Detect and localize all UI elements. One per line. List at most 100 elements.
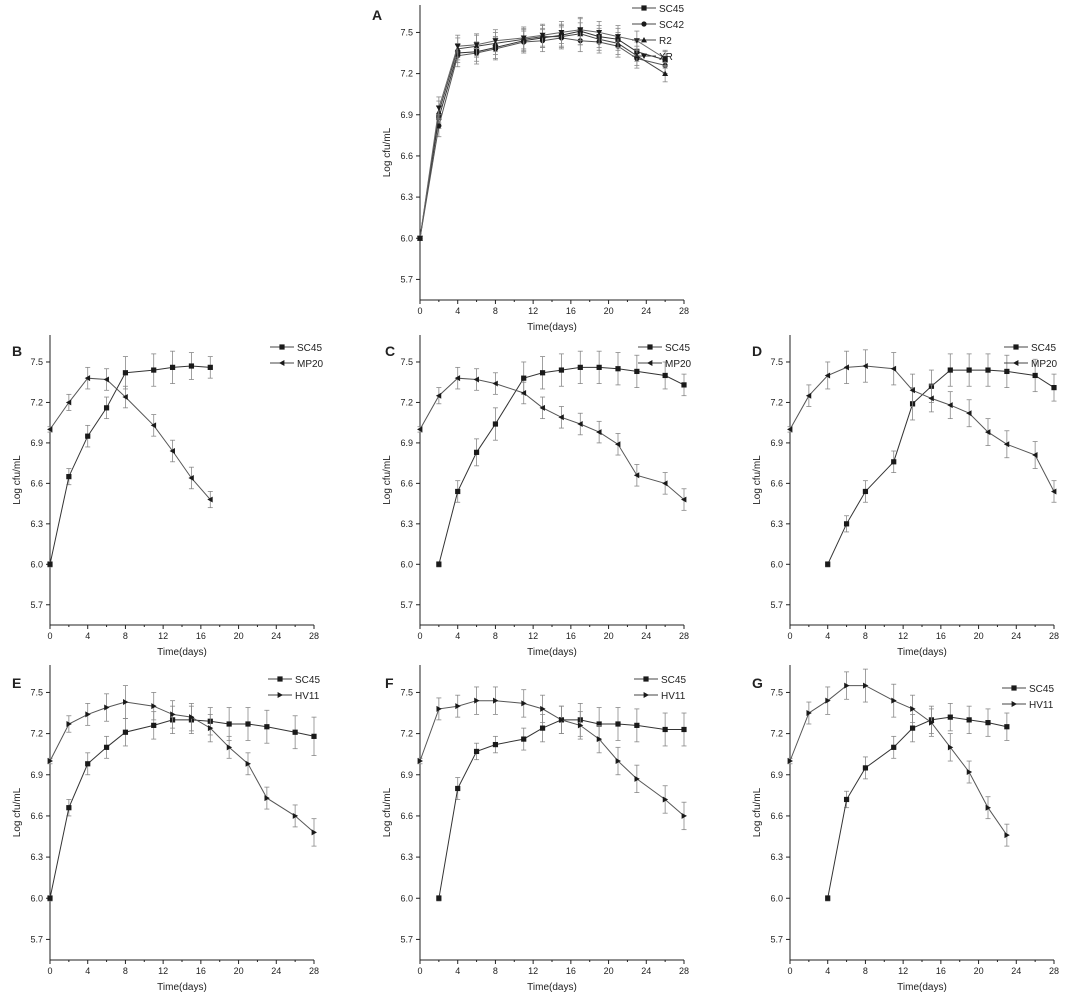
data-point [436, 561, 442, 567]
series-line [827, 716, 1008, 899]
x-tick-label: 12 [528, 306, 538, 316]
y-tick-label: 6.0 [400, 233, 413, 243]
data-point [662, 56, 669, 62]
legend-label: R2 [659, 36, 672, 47]
data-point [596, 364, 602, 370]
y-tick-label: 5.7 [30, 934, 43, 944]
legend: SC45 HV11 [1002, 684, 1054, 711]
legend-label: SC45 [1031, 343, 1056, 354]
y-axis-title: Log cfu/mL [12, 787, 23, 837]
y-axis-title: Log cfu/mL [382, 455, 393, 505]
data-point [843, 796, 850, 803]
legend: SC45 MP20 [1004, 343, 1058, 370]
data-point [615, 721, 621, 727]
series-hv11 [417, 686, 687, 831]
data-point [947, 744, 954, 751]
legend-marker [1013, 360, 1019, 366]
data-point [539, 32, 546, 39]
series-line [827, 369, 1055, 565]
legend-marker [643, 692, 649, 698]
chart-panel-a: A 0 4 8 12 16 20 24 28 5.7 6.0 6.3 6.6 6.9 7.2 7.5 Time(… [372, 4, 689, 333]
data-point [910, 705, 916, 712]
data-point [47, 561, 53, 567]
x-axis-title: Time(days) [897, 647, 947, 658]
y-tick-label: 7.2 [30, 729, 43, 739]
data-point [634, 368, 640, 375]
data-point [1051, 385, 1057, 391]
data-point [188, 474, 194, 481]
x-tick-label: 12 [528, 631, 538, 641]
x-tick-label: 4 [455, 966, 460, 976]
legend-marker [641, 21, 647, 27]
chart-panel-c: C 0 4 8 12 16 20 24 28 5.7 6.0 6.3 6.6 6.9 7.2 7.5 Time(… [382, 335, 692, 658]
series-line [438, 719, 684, 899]
data-point [122, 370, 129, 376]
series-mp20 [417, 366, 687, 511]
y-tick-label: 6.3 [400, 192, 413, 202]
legend: SC45 HV11 [268, 675, 320, 702]
data-point [633, 38, 640, 44]
y-axis-title: Log cfu/mL [382, 787, 393, 837]
data-point [521, 375, 527, 381]
data-point [540, 705, 546, 712]
y-tick-label: 7.2 [400, 729, 413, 739]
x-tick-label: 24 [1011, 631, 1021, 641]
data-point [436, 705, 442, 712]
data-point [577, 722, 584, 729]
x-tick-label: 8 [493, 631, 498, 641]
series-line [419, 33, 666, 239]
data-point [454, 375, 461, 382]
chart-panel-f: F 0 4 8 12 16 20 24 28 5.7 6.0 6.3 6.6 6.9 7.2 7.5 Time(… [382, 665, 689, 993]
legend-marker [277, 676, 283, 682]
series-line [419, 30, 666, 239]
x-axis-title: Time(days) [157, 647, 207, 658]
legend-marker [1013, 344, 1019, 350]
x-tick-label: 8 [123, 966, 128, 976]
series-mp20 [47, 366, 213, 509]
x-tick-label: 20 [974, 966, 984, 976]
data-point [520, 35, 527, 41]
y-tick-label: 7.2 [30, 397, 43, 407]
x-tick-label: 0 [47, 966, 52, 976]
y-tick-label: 7.5 [400, 357, 413, 367]
data-point [615, 441, 621, 448]
data-point [539, 370, 546, 376]
x-tick-label: 28 [679, 966, 689, 976]
data-point [891, 697, 897, 704]
x-tick-label: 16 [566, 966, 576, 976]
legend-label: MP20 [665, 359, 692, 370]
x-tick-label: 0 [787, 966, 792, 976]
data-point [521, 700, 527, 707]
data-point [151, 367, 157, 373]
data-point [615, 758, 621, 765]
data-point [633, 472, 640, 479]
data-point [862, 765, 869, 771]
legend-label: XR [659, 52, 673, 63]
x-tick-label: 16 [196, 966, 206, 976]
data-point [264, 724, 270, 730]
data-point [825, 697, 831, 704]
y-tick-label: 6.0 [30, 559, 43, 569]
legend-label: HV11 [295, 691, 320, 702]
data-point [539, 725, 546, 731]
data-point [862, 488, 869, 495]
data-point [806, 710, 812, 717]
data-point [558, 30, 565, 36]
x-tick-label: 16 [566, 631, 576, 641]
data-point [681, 382, 687, 388]
series-sc45 [436, 350, 687, 568]
x-tick-label: 4 [825, 631, 830, 641]
y-tick-label: 7.5 [400, 27, 413, 37]
data-point [577, 364, 583, 370]
data-point [577, 421, 583, 428]
data-point [245, 760, 251, 767]
y-tick-label: 6.3 [400, 519, 413, 529]
data-point [122, 394, 128, 401]
data-point [985, 720, 991, 726]
chart-panel-d: D 0 4 8 12 16 20 24 28 5.7 6.0 6.3 6.6 6.9 7.2 7.5 Time(… [752, 335, 1059, 658]
data-point [787, 758, 793, 765]
series-line [49, 377, 211, 500]
y-tick-label: 7.2 [400, 397, 413, 407]
x-tick-label: 20 [234, 631, 244, 641]
y-axis-title: Log cfu/mL [12, 455, 23, 505]
